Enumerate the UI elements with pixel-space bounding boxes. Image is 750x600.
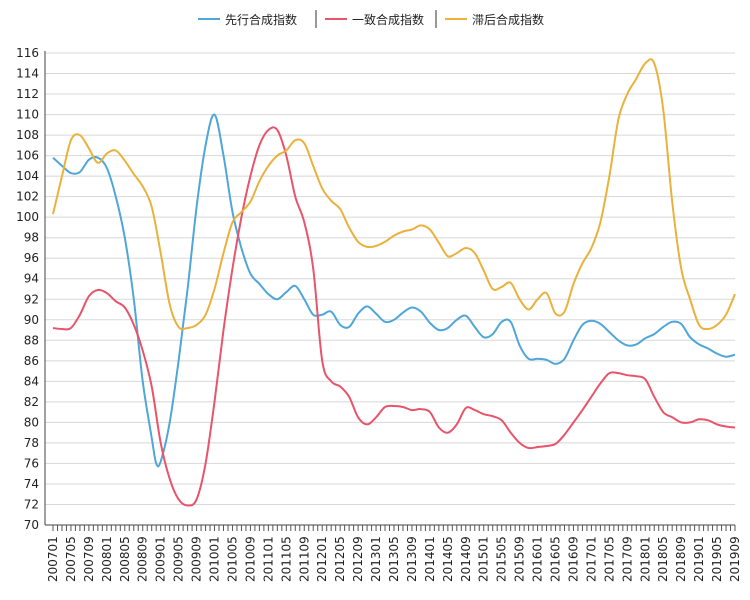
- x-tick-label-200901: 200901: [154, 536, 168, 582]
- series-layer: [52, 58, 736, 507]
- y-tick-label-78: 78: [24, 436, 39, 450]
- y-tick-label-74: 74: [24, 477, 39, 491]
- y-tick-label-92: 92: [24, 292, 39, 306]
- x-tick-label-200809: 200809: [136, 536, 150, 582]
- x-tick-label-201705: 201705: [602, 536, 616, 582]
- y-tick-label-106: 106: [16, 149, 39, 163]
- x-tick-label-201301: 201301: [369, 536, 383, 582]
- x-tick-label-201209: 201209: [351, 536, 365, 582]
- x-tick-label-200801: 200801: [100, 536, 114, 582]
- x-tick-label-201005: 201005: [225, 536, 239, 582]
- y-tick-label-108: 108: [16, 128, 39, 142]
- y-tick-label-112: 112: [16, 87, 39, 101]
- y-tick-label-80: 80: [24, 415, 39, 429]
- x-tick-label-201605: 201605: [549, 536, 563, 582]
- x-tick-label-201509: 201509: [513, 536, 527, 582]
- x-tick-label-201305: 201305: [387, 536, 401, 582]
- x-tick-label-200701: 200701: [46, 536, 60, 582]
- x-tick-label-201105: 201105: [279, 536, 293, 582]
- legend-label-0: 先行合成指数: [225, 12, 297, 27]
- x-tick-label-201501: 201501: [477, 536, 491, 582]
- x-tick-label-201401: 201401: [423, 536, 437, 582]
- x-tick-label-201801: 201801: [638, 536, 652, 582]
- x-tick-label-201609: 201609: [566, 536, 580, 582]
- x-tick-label-201809: 201809: [674, 536, 688, 582]
- x-tick-label-201205: 201205: [333, 536, 347, 582]
- axis-layer: [44, 51, 736, 531]
- y-tick-label-94: 94: [24, 272, 39, 286]
- x-tick-label-201905: 201905: [710, 536, 724, 582]
- y-tick-label-88: 88: [24, 333, 39, 347]
- y-tick-label-114: 114: [16, 67, 39, 81]
- x-tick-label-201109: 201109: [297, 536, 311, 582]
- y-tick-label-98: 98: [24, 231, 39, 245]
- x-tick-label-200705: 200705: [64, 536, 78, 582]
- legend: 先行合成指数 一致合成指数 滞后合成指数: [198, 10, 544, 28]
- x-tick-label-201601: 201601: [531, 536, 545, 582]
- x-tick-label-201505: 201505: [495, 536, 509, 582]
- y-tick-label-86: 86: [24, 354, 39, 368]
- y-tick-label-100: 100: [16, 210, 39, 224]
- series-line-0: [52, 113, 736, 468]
- y-tick-label-110: 110: [16, 108, 39, 122]
- x-tick-label-201701: 201701: [584, 536, 598, 582]
- x-tick-label-201009: 201009: [243, 536, 257, 582]
- legend-label-1: 一致合成指数: [352, 12, 424, 27]
- x-tick-label-200905: 200905: [172, 536, 186, 582]
- series-line-1: [52, 126, 736, 507]
- x-tick-label-201409: 201409: [459, 536, 473, 582]
- x-tick-label-201201: 201201: [315, 536, 329, 582]
- y-tick-label-72: 72: [24, 497, 39, 511]
- legend-label-2: 滞后合成指数: [472, 12, 544, 27]
- y-tick-label-116: 116: [16, 46, 39, 60]
- y-tick-label-82: 82: [24, 395, 39, 409]
- series-line-2: [52, 58, 736, 331]
- x-tick-label-201901: 201901: [692, 536, 706, 582]
- x-tick-label-201309: 201309: [405, 536, 419, 582]
- y-tick-label-102: 102: [16, 190, 39, 204]
- grid-layer: [45, 52, 735, 526]
- y-tick-label-70: 70: [24, 518, 39, 532]
- y-tick-label-76: 76: [24, 456, 39, 470]
- x-tick-label-201405: 201405: [441, 536, 455, 582]
- y-tick-label-90: 90: [24, 313, 39, 327]
- x-tick-label-200805: 200805: [118, 536, 132, 582]
- y-tick-label-104: 104: [16, 169, 39, 183]
- x-tick-label-201909: 201909: [728, 536, 742, 582]
- x-tick-label-201805: 201805: [656, 536, 670, 582]
- tick-layer: 70 72 74 76 78 80 82 84 86 88 90 92 94 96 98 100 102 104 1…: [16, 46, 742, 582]
- x-tick-label-201001: 201001: [208, 536, 222, 582]
- x-tick-label-200709: 200709: [82, 536, 96, 582]
- x-tick-label-201101: 201101: [261, 536, 275, 582]
- y-tick-label-96: 96: [24, 251, 39, 265]
- y-tick-label-84: 84: [24, 374, 39, 388]
- x-tick-label-200909: 200909: [190, 536, 204, 582]
- x-tick-label-201709: 201709: [620, 536, 634, 582]
